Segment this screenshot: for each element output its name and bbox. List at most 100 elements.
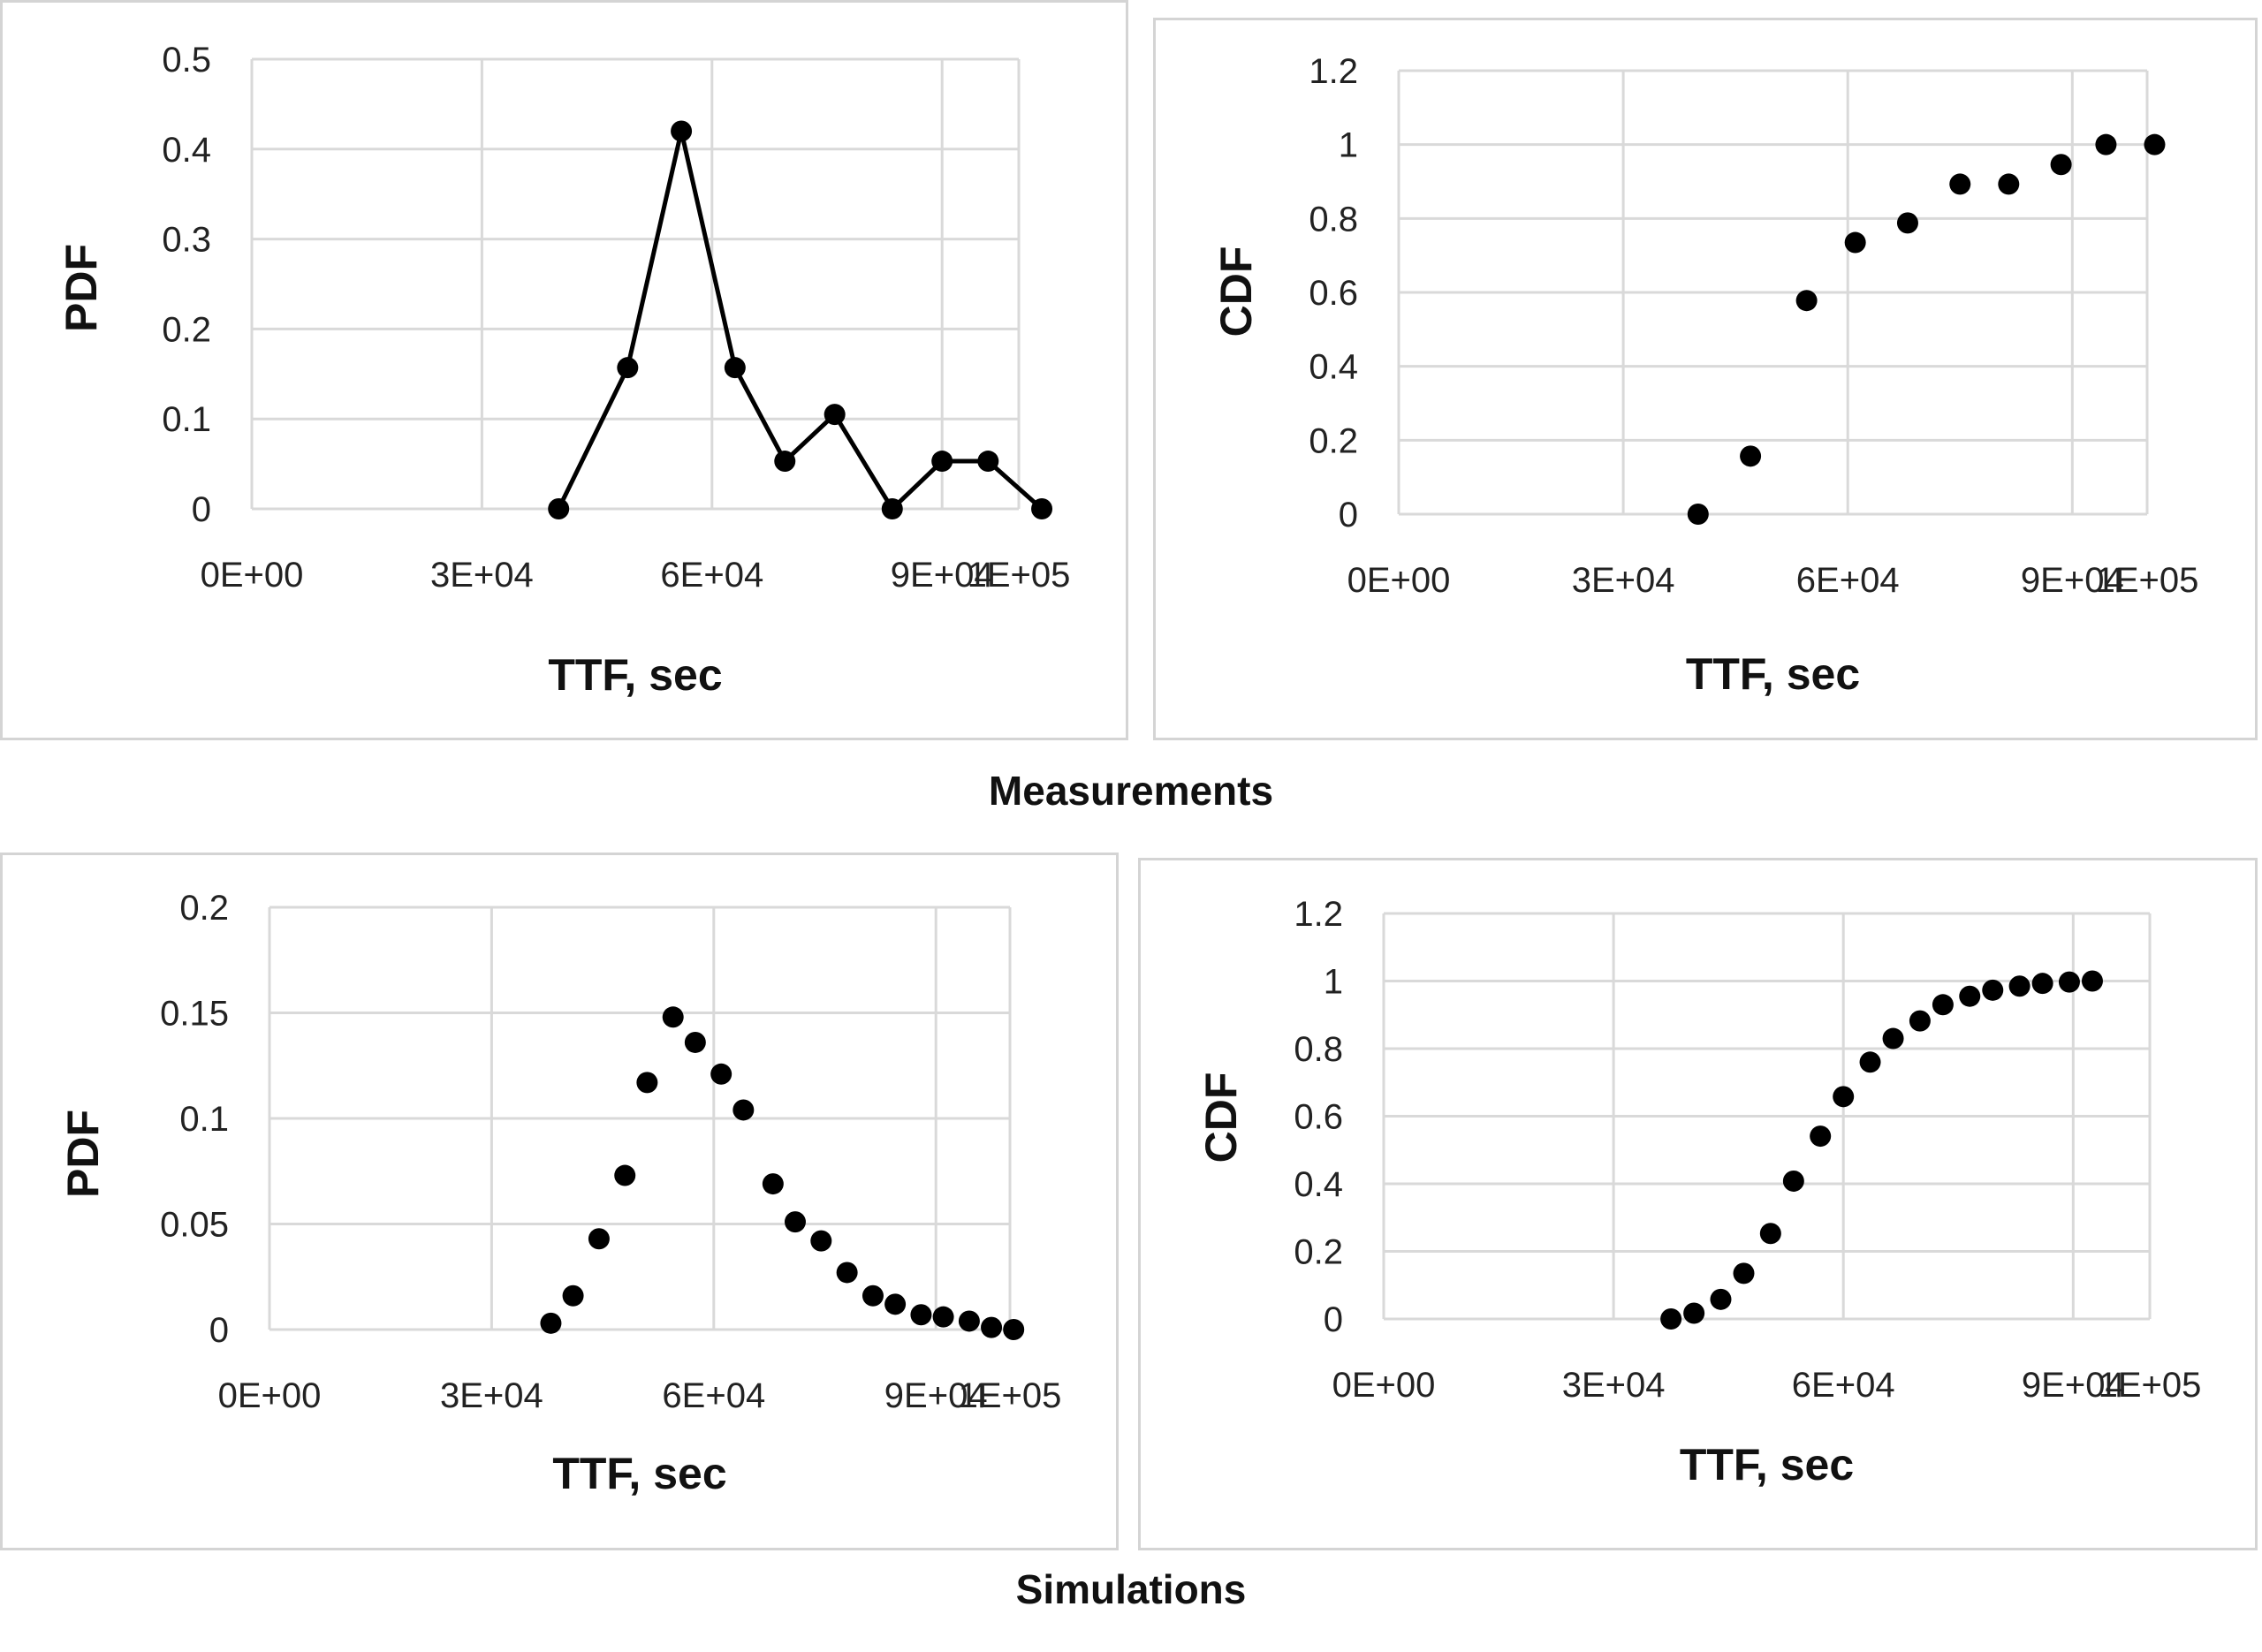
data-point <box>1031 498 1053 519</box>
data-point <box>932 1306 954 1328</box>
y-tick-label: 0.15 <box>160 995 229 1034</box>
x-axis-label: TTF, sec <box>1686 649 1860 699</box>
data-point <box>732 1099 755 1121</box>
y-tick-label: 0.4 <box>162 131 211 170</box>
y-axis-label: PDF <box>57 244 106 332</box>
x-tick-label: 3E+04 <box>430 556 534 595</box>
data-point <box>1003 1319 1025 1340</box>
data-point <box>881 498 903 519</box>
chart-measurements-pdf: 0 0.1 0.2 0.3 0.4 0.5 0E+00 3E+04 6E+04 9E+041E+0… <box>57 41 1071 700</box>
data-point <box>1896 212 1918 234</box>
data-point <box>1710 1288 1732 1310</box>
data-point <box>588 1228 610 1250</box>
y-tick-label: 0.8 <box>1294 1030 1343 1069</box>
x-axis-label: TTF, sec <box>548 650 722 700</box>
x-tick-label: 9E+04 <box>891 556 994 595</box>
data-point <box>977 451 999 473</box>
data-point <box>540 1312 562 1334</box>
y-tick-label: 0.2 <box>179 889 229 928</box>
y-tick-label: 0 <box>192 490 211 529</box>
series-line <box>556 128 1044 512</box>
data-point <box>1959 985 1981 1007</box>
data-point <box>958 1310 980 1332</box>
x-axis-label: TTF, sec <box>552 1449 726 1498</box>
x-tick-label: 0E+00 <box>218 1376 322 1415</box>
data-point <box>1660 1308 1682 1330</box>
data-point <box>1740 445 1762 467</box>
data-point <box>671 120 693 142</box>
y-tick-label: 0.6 <box>1294 1098 1343 1137</box>
data-point <box>1733 1262 1755 1284</box>
x-tick-label: 0E+00 <box>201 556 304 595</box>
x-tick-label: 0E+00 <box>1332 1366 1436 1405</box>
x-tick-label: 6E+04 <box>1792 1366 1895 1405</box>
data-point <box>1982 979 2004 1001</box>
panel-measurements-pdf: 0 0.1 0.2 0.3 0.4 0.5 0E+00 3E+04 6E+04 9E+04 1E+0… <box>0 0 1128 740</box>
x-tick-label: 9E+04 <box>2021 561 2124 600</box>
y-tick-label: 1 <box>1324 963 1343 1002</box>
data-point <box>824 404 846 426</box>
y-axis-label: CDF <box>1211 246 1261 337</box>
caption-simulations: Simulations <box>1015 1566 1247 1612</box>
data-point <box>1687 504 1709 525</box>
x-tick-label: 1E+05 <box>959 1376 1062 1415</box>
data-point <box>774 451 796 473</box>
data-point <box>684 1031 706 1053</box>
data-point <box>862 1284 884 1307</box>
data-point <box>2008 975 2030 997</box>
panel-simulations-cdf: 0 0.2 0.4 0.6 0.8 1 1.2 0E+00 3E+04 6E+04 9E+04 1E+… <box>1138 858 2258 1550</box>
y-tick-label: 0.05 <box>160 1206 229 1245</box>
data-point <box>931 451 953 473</box>
data-point <box>784 1211 806 1233</box>
y-tick-label: 0 <box>1324 1300 1343 1339</box>
y-tick-label: 0.2 <box>1294 1233 1343 1272</box>
data-point <box>1810 1125 1832 1148</box>
x-tick-label: 6E+04 <box>662 1376 765 1415</box>
data-point <box>662 1006 684 1028</box>
data-point <box>1833 1086 1855 1108</box>
data-point <box>1759 1223 1781 1245</box>
data-point <box>2058 971 2080 993</box>
y-tick-label: 0.2 <box>162 310 211 349</box>
y-tick-label: 0.4 <box>1309 348 1358 387</box>
data-point <box>2031 973 2053 995</box>
data-point <box>1795 290 1818 312</box>
x-tick-label: 3E+04 <box>440 1376 543 1415</box>
y-tick-label: 0 <box>1339 496 1358 534</box>
panel-simulations-pdf: 0 0.05 0.1 0.15 0.2 0E+00 3E+04 6E+04 9E+04 1E+05… <box>0 853 1119 1550</box>
y-tick-label: 1.2 <box>1294 895 1343 934</box>
data-point <box>762 1173 784 1195</box>
data-point <box>1882 1027 1904 1050</box>
caption-measurements: Measurements <box>988 768 1274 814</box>
data-point <box>836 1262 858 1284</box>
x-tick-label: 1E+05 <box>968 556 1071 595</box>
data-point <box>1683 1302 1705 1324</box>
panel-measurements-cdf: 0 0.2 0.4 0.6 0.8 1 1.2 0E+00 3E+04 6E+04 9E+04 1E+… <box>1153 18 2258 740</box>
x-tick-label: 9E+04 <box>884 1376 988 1415</box>
y-tick-label: 0.4 <box>1294 1165 1343 1204</box>
data-point <box>1782 1170 1804 1192</box>
data-point <box>617 357 639 379</box>
data-point <box>2144 133 2166 155</box>
y-axis-label: CDF <box>1196 1072 1246 1163</box>
y-tick-label: 0.2 <box>1309 421 1358 460</box>
data-point <box>1932 994 1954 1016</box>
y-tick-label: 0 <box>209 1311 229 1350</box>
x-tick-label: 1E+05 <box>2099 1366 2202 1405</box>
chart-simulations-pdf: 0 0.05 0.1 0.15 0.2 0E+00 3E+04 6E+04 9E+041E+05… <box>58 889 1062 1498</box>
x-tick-label: 3E+04 <box>1562 1366 1666 1405</box>
x-axis-label: TTF, sec <box>1680 1440 1854 1489</box>
y-axis-label: PDF <box>58 1110 108 1198</box>
data-point <box>2081 970 2103 992</box>
y-tick-label: 0.8 <box>1309 200 1358 239</box>
y-tick-label: 1 <box>1339 126 1358 165</box>
data-point <box>884 1293 907 1315</box>
chart-simulations-cdf: 0 0.2 0.4 0.6 0.8 1 1.2 0E+00 3E+04 6E+04 9E+041E+… <box>1196 895 2202 1489</box>
data-point <box>1909 1010 1931 1032</box>
data-point <box>562 1284 584 1307</box>
data-point <box>1859 1051 1881 1073</box>
data-point <box>2095 133 2117 155</box>
x-tick-label: 6E+04 <box>1796 561 1900 600</box>
data-point <box>910 1304 932 1326</box>
data-point <box>1949 173 1971 195</box>
